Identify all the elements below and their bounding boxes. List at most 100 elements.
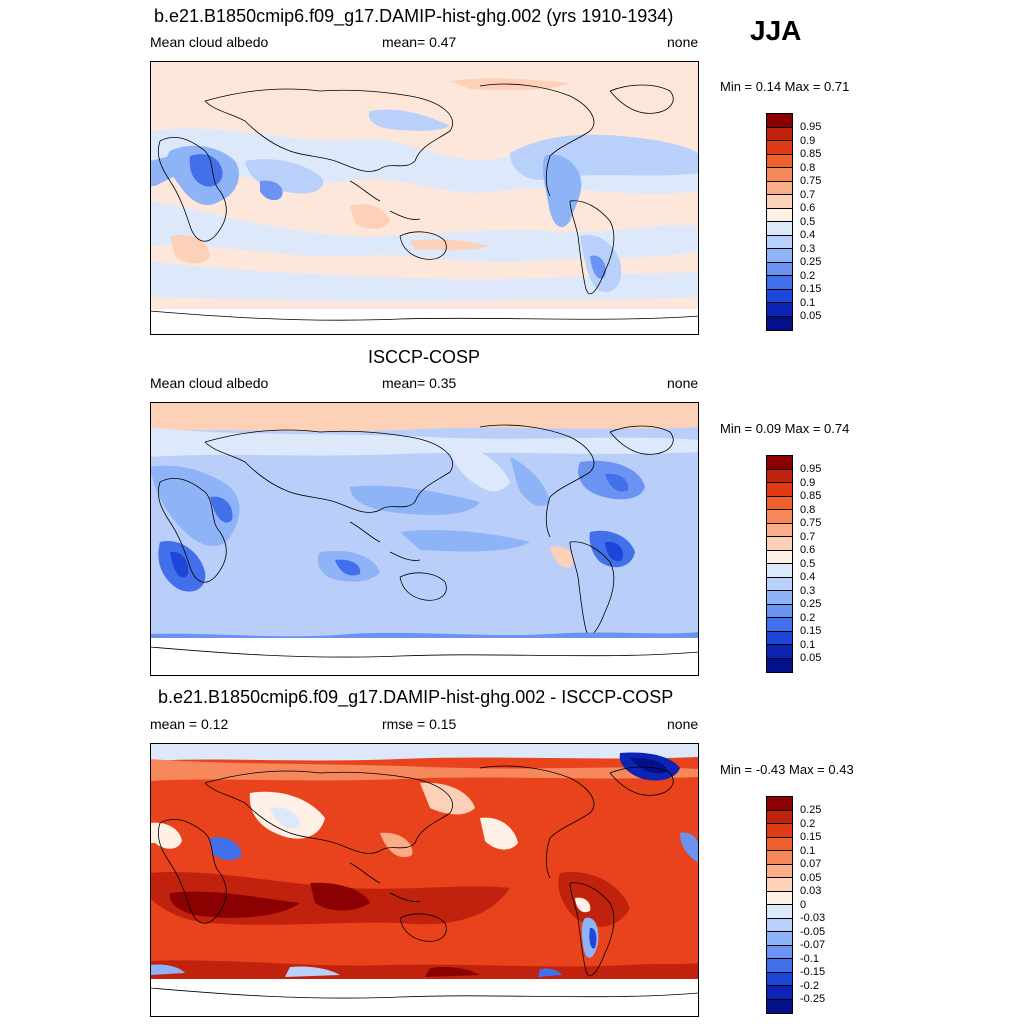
colorbar-swatch bbox=[767, 316, 792, 330]
colorbar-swatch bbox=[767, 972, 792, 986]
colorbar-swatch bbox=[767, 837, 792, 851]
colorbar-swatch bbox=[767, 235, 792, 249]
panel-3-minmax-label: Min = -0.43 Max = 0.43 bbox=[720, 762, 854, 777]
panel-3-mean-label: mean = 0.12 bbox=[150, 716, 229, 732]
colorbar-tick-label: 0.4 bbox=[800, 229, 816, 241]
colorbar-swatch bbox=[767, 510, 792, 524]
panel-1-minmax-label: Min = 0.14 Max = 0.71 bbox=[720, 79, 850, 94]
colorbar-tick-label: 0.05 bbox=[800, 652, 822, 664]
panel-2-map bbox=[150, 402, 699, 676]
panel-3-colorbar bbox=[766, 796, 793, 1014]
colorbar-swatch bbox=[767, 276, 792, 290]
colorbar-swatch bbox=[767, 195, 792, 209]
colorbar-swatch bbox=[767, 141, 792, 155]
colorbar-swatch bbox=[767, 483, 792, 497]
colorbar-tick-label: 0.1 bbox=[800, 638, 816, 651]
panel-1-colorbar bbox=[766, 113, 793, 331]
colorbar-tick-label: -0.2 bbox=[800, 979, 819, 992]
colorbar-tick-label: 0.95 bbox=[800, 463, 822, 475]
colorbar-tick-label: 0.15 bbox=[800, 831, 822, 843]
colorbar-swatch bbox=[767, 878, 792, 892]
panel-1-title: b.e21.B1850cmip6.f09_g17.DAMIP-hist-ghg.… bbox=[154, 6, 674, 26]
colorbar-tick-label: 0.5 bbox=[800, 215, 816, 228]
colorbar-tick-label: 0.05 bbox=[800, 871, 822, 884]
colorbar-tick-label: 0 bbox=[800, 898, 807, 911]
colorbar-tick-label: 0.2 bbox=[800, 269, 816, 282]
colorbar-swatch bbox=[767, 797, 792, 811]
colorbar-swatch bbox=[767, 999, 792, 1013]
colorbar-swatch bbox=[767, 810, 792, 824]
colorbar-swatch bbox=[767, 604, 792, 618]
colorbar-swatch bbox=[767, 564, 792, 578]
colorbar-swatch bbox=[767, 864, 792, 878]
colorbar-tick-label: 0.9 bbox=[800, 476, 816, 489]
colorbar-tick-label: 0.2 bbox=[800, 611, 816, 624]
panel-1-map bbox=[150, 61, 699, 335]
colorbar-swatch bbox=[767, 905, 792, 919]
colorbar-swatch bbox=[767, 222, 792, 236]
colorbar-tick-label: 0.15 bbox=[800, 625, 822, 637]
season-label: JJA bbox=[750, 15, 802, 46]
colorbar-swatch bbox=[767, 824, 792, 838]
colorbar-tick-label: 0.4 bbox=[800, 571, 816, 583]
colorbar-swatch bbox=[767, 154, 792, 168]
colorbar-swatch bbox=[767, 851, 792, 865]
colorbar-tick-label: 0.15 bbox=[800, 283, 822, 295]
colorbar-swatch bbox=[767, 496, 792, 510]
colorbar-tick-label: -0.03 bbox=[800, 912, 826, 924]
colorbar-tick-label: 0.3 bbox=[800, 242, 816, 255]
colorbar-tick-label: -0.05 bbox=[800, 925, 826, 938]
panel-1-mean-label: mean= 0.47 bbox=[382, 34, 457, 50]
colorbar-tick-label: 0.25 bbox=[800, 804, 822, 816]
colorbar-tick-label: 0.6 bbox=[800, 544, 816, 556]
colorbar-tick-label: 0.85 bbox=[800, 148, 822, 160]
colorbar-swatch bbox=[767, 591, 792, 605]
panel-1-variable-label: Mean cloud albedo bbox=[150, 34, 269, 50]
colorbar-tick-label: 0.25 bbox=[800, 256, 822, 268]
colorbar-swatch bbox=[767, 289, 792, 303]
colorbar-swatch bbox=[767, 945, 792, 959]
colorbar-tick-label: 0.7 bbox=[800, 188, 816, 201]
colorbar-swatch bbox=[767, 127, 792, 141]
colorbar-tick-label: 0.2 bbox=[800, 817, 816, 830]
colorbar-swatch bbox=[767, 550, 792, 564]
colorbar-swatch bbox=[767, 618, 792, 632]
panel-2-mean-label: mean= 0.35 bbox=[382, 375, 457, 391]
colorbar-tick-label: 0.5 bbox=[800, 557, 816, 570]
panel-3-rmse-label: rmse = 0.15 bbox=[382, 716, 457, 732]
colorbar-tick-label: 0.9 bbox=[800, 134, 816, 147]
colorbar-swatch bbox=[767, 645, 792, 659]
colorbar-swatch bbox=[767, 114, 792, 128]
colorbar-swatch bbox=[767, 523, 792, 537]
colorbar-tick-label: 0.1 bbox=[800, 296, 816, 309]
colorbar-tick-label: -0.25 bbox=[800, 993, 826, 1005]
colorbar-tick-label: 0.03 bbox=[800, 885, 822, 897]
colorbar-tick-label: 0.95 bbox=[800, 121, 822, 133]
colorbar-swatch bbox=[767, 891, 792, 905]
colorbar-tick-label: 0.3 bbox=[800, 584, 816, 597]
panel-3-map bbox=[150, 743, 699, 1017]
panel-3-title: b.e21.B1850cmip6.f09_g17.DAMIP-hist-ghg.… bbox=[158, 687, 674, 707]
colorbar-tick-label: 0.8 bbox=[800, 503, 816, 516]
colorbar-swatch bbox=[767, 168, 792, 182]
panel-2-variable-label: Mean cloud albedo bbox=[150, 375, 269, 391]
colorbar-tick-label: 0.7 bbox=[800, 530, 816, 543]
colorbar-swatch bbox=[767, 469, 792, 483]
colorbar-tick-label: 0.1 bbox=[800, 844, 816, 857]
panel-3-units-label: none bbox=[667, 716, 699, 732]
colorbar-swatch bbox=[767, 986, 792, 1000]
colorbar-tick-label: 0.75 bbox=[800, 175, 822, 187]
colorbar-swatch bbox=[767, 959, 792, 973]
panel-2-colorbar bbox=[766, 455, 793, 673]
colorbar-swatch bbox=[767, 456, 792, 470]
colorbar-swatch bbox=[767, 537, 792, 551]
colorbar-tick-label: 0.75 bbox=[800, 517, 822, 529]
colorbar-swatch bbox=[767, 208, 792, 222]
colorbar-tick-label: -0.1 bbox=[800, 952, 819, 965]
panel-2-minmax-label: Min = 0.09 Max = 0.74 bbox=[720, 421, 850, 436]
colorbar-swatch bbox=[767, 577, 792, 591]
colorbar-swatch bbox=[767, 249, 792, 263]
panel-2-units-label: none bbox=[667, 375, 699, 391]
colorbar-tick-label: 0.07 bbox=[800, 858, 822, 870]
colorbar-swatch bbox=[767, 181, 792, 195]
